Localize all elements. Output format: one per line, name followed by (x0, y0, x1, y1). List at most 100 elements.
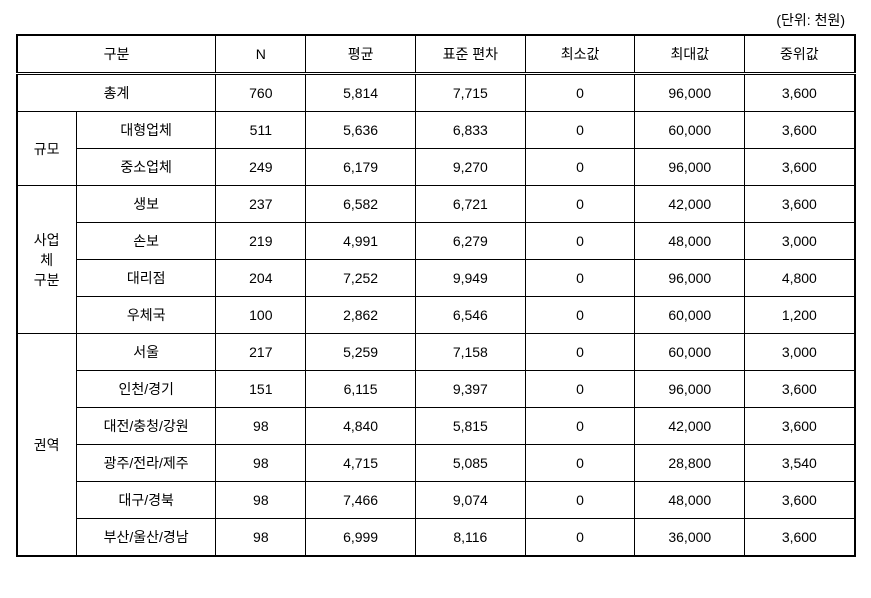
cell-mean: 6,115 (306, 371, 416, 408)
row-label: 대형업체 (76, 112, 216, 149)
cell-n: 98 (216, 408, 306, 445)
cell-min: 0 (525, 408, 635, 445)
cell-stddev: 9,270 (415, 149, 525, 186)
cell-n: 237 (216, 186, 306, 223)
row-label: 손보 (76, 223, 216, 260)
table-row: 권역서울2175,2597,158060,0003,000 (17, 334, 855, 371)
table-row: 규모대형업체5115,6366,833060,0003,600 (17, 112, 855, 149)
cell-stddev: 6,721 (415, 186, 525, 223)
cell-mean: 4,715 (306, 445, 416, 482)
cell-n: 98 (216, 482, 306, 519)
cell-min: 0 (525, 297, 635, 334)
cell-min: 0 (525, 149, 635, 186)
cell-stddev: 9,074 (415, 482, 525, 519)
cell-n: 98 (216, 519, 306, 557)
header-min: 최소값 (525, 35, 635, 74)
cell-min: 0 (525, 371, 635, 408)
cell-mean: 5,636 (306, 112, 416, 149)
cell-mean: 4,840 (306, 408, 416, 445)
cell-max: 36,000 (635, 519, 745, 557)
cell-median: 3,600 (745, 482, 855, 519)
total-label: 총계 (17, 74, 216, 112)
cell-min: 0 (525, 482, 635, 519)
table-row: 손보2194,9916,279048,0003,000 (17, 223, 855, 260)
group-label: 사업 체 구분 (17, 186, 77, 334)
table-row: 우체국1002,8626,546060,0001,200 (17, 297, 855, 334)
cell-median: 4,800 (745, 260, 855, 297)
header-mean: 평균 (306, 35, 416, 74)
table-row: 광주/전라/제주984,7155,085028,8003,540 (17, 445, 855, 482)
table-row: 대전/충청/강원984,8405,815042,0003,600 (17, 408, 855, 445)
cell-median: 3,600 (745, 371, 855, 408)
cell-max: 48,000 (635, 223, 745, 260)
cell-n: 217 (216, 334, 306, 371)
cell-min: 0 (525, 334, 635, 371)
total-max: 96,000 (635, 74, 745, 112)
table-row: 대리점2047,2529,949096,0004,800 (17, 260, 855, 297)
row-label: 서울 (76, 334, 216, 371)
cell-stddev: 7,158 (415, 334, 525, 371)
cell-n: 511 (216, 112, 306, 149)
row-label: 부산/울산/경남 (76, 519, 216, 557)
row-label: 대전/충청/강원 (76, 408, 216, 445)
cell-min: 0 (525, 223, 635, 260)
group-label: 규모 (17, 112, 77, 186)
table-row: 사업 체 구분생보2376,5826,721042,0003,600 (17, 186, 855, 223)
table-row: 중소업체2496,1799,270096,0003,600 (17, 149, 855, 186)
cell-min: 0 (525, 260, 635, 297)
row-label: 중소업체 (76, 149, 216, 186)
cell-median: 3,600 (745, 408, 855, 445)
row-label: 인천/경기 (76, 371, 216, 408)
cell-min: 0 (525, 519, 635, 557)
cell-median: 3,600 (745, 149, 855, 186)
total-min: 0 (525, 74, 635, 112)
cell-max: 96,000 (635, 260, 745, 297)
table-row: 인천/경기1516,1159,397096,0003,600 (17, 371, 855, 408)
cell-stddev: 6,279 (415, 223, 525, 260)
cell-median: 3,600 (745, 186, 855, 223)
cell-median: 3,000 (745, 223, 855, 260)
row-label: 대리점 (76, 260, 216, 297)
unit-label: (단위: 천원) (10, 10, 861, 30)
cell-max: 42,000 (635, 408, 745, 445)
cell-max: 48,000 (635, 482, 745, 519)
cell-max: 42,000 (635, 186, 745, 223)
total-mean: 5,814 (306, 74, 416, 112)
cell-n: 151 (216, 371, 306, 408)
cell-min: 0 (525, 112, 635, 149)
cell-median: 3,000 (745, 334, 855, 371)
cell-n: 100 (216, 297, 306, 334)
cell-median: 3,600 (745, 519, 855, 557)
cell-mean: 5,259 (306, 334, 416, 371)
cell-median: 1,200 (745, 297, 855, 334)
cell-mean: 6,999 (306, 519, 416, 557)
header-median: 중위값 (745, 35, 855, 74)
total-row: 총계 760 5,814 7,715 0 96,000 3,600 (17, 74, 855, 112)
cell-stddev: 6,546 (415, 297, 525, 334)
cell-max: 60,000 (635, 112, 745, 149)
cell-min: 0 (525, 445, 635, 482)
cell-max: 96,000 (635, 149, 745, 186)
cell-n: 219 (216, 223, 306, 260)
cell-n: 98 (216, 445, 306, 482)
header-row: 구분 N 평균 표준 편차 최소값 최대값 중위값 (17, 35, 855, 74)
cell-stddev: 5,085 (415, 445, 525, 482)
cell-n: 249 (216, 149, 306, 186)
cell-min: 0 (525, 186, 635, 223)
cell-max: 28,800 (635, 445, 745, 482)
row-label: 광주/전라/제주 (76, 445, 216, 482)
cell-stddev: 8,116 (415, 519, 525, 557)
cell-mean: 4,991 (306, 223, 416, 260)
cell-n: 204 (216, 260, 306, 297)
cell-stddev: 5,815 (415, 408, 525, 445)
table-row: 부산/울산/경남986,9998,116036,0003,600 (17, 519, 855, 557)
header-category: 구분 (17, 35, 216, 74)
total-n: 760 (216, 74, 306, 112)
cell-mean: 6,582 (306, 186, 416, 223)
table-row: 대구/경북987,4669,074048,0003,600 (17, 482, 855, 519)
cell-max: 60,000 (635, 297, 745, 334)
row-label: 생보 (76, 186, 216, 223)
cell-stddev: 9,949 (415, 260, 525, 297)
total-stddev: 7,715 (415, 74, 525, 112)
cell-stddev: 9,397 (415, 371, 525, 408)
